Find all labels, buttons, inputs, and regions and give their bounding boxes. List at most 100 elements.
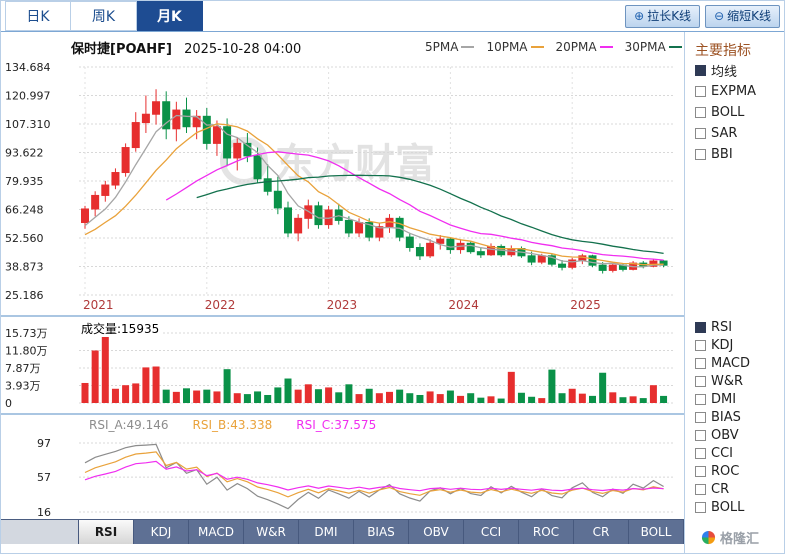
sub-indicator-boll-checkbox[interactable] [695, 501, 706, 513]
volume-label: 成交量:15935 [79, 320, 162, 337]
rsi-value-2: RSI_C:37.575 [296, 418, 377, 432]
bottom-strip [1, 544, 684, 553]
bottom-tab-wr[interactable]: W&R [244, 520, 299, 544]
tab-monthly-k[interactable]: 月K [137, 1, 203, 31]
bottom-tab-obv[interactable]: OBV [409, 520, 464, 544]
sub-indicator-roc[interactable]: ROC [695, 462, 783, 480]
bottom-tab-macd[interactable]: MACD [189, 520, 244, 544]
main-indicator-boll-label: BOLL [711, 105, 745, 120]
svg-text:3.93万: 3.93万 [5, 380, 41, 393]
panel-splitter[interactable] [1, 413, 684, 415]
svg-text:2024: 2024 [448, 298, 479, 312]
svg-text:7.87万: 7.87万 [5, 362, 41, 375]
sub-indicator-kdj-checkbox[interactable] [695, 339, 706, 351]
tab-weekly-k[interactable]: 周K [71, 1, 137, 31]
bottom-tabs-corner [1, 520, 79, 544]
bottom-tab-cci[interactable]: CCI [464, 520, 519, 544]
svg-text:2022: 2022 [205, 298, 236, 312]
sub-indicator-cci-checkbox[interactable] [695, 447, 706, 459]
bottom-tab-bias[interactable]: BIAS [354, 520, 409, 544]
legend-20pma: 20PMA [556, 40, 613, 54]
sub-indicator-wr-checkbox[interactable] [695, 375, 706, 387]
main-indicator-expma[interactable]: EXPMA [695, 81, 783, 102]
main-indicator-ma[interactable]: 均线 [695, 60, 783, 81]
tab-daily-k[interactable]: 日K [5, 1, 71, 31]
svg-text:107.310: 107.310 [5, 118, 51, 131]
main-indicator-boll-checkbox[interactable] [695, 107, 706, 118]
sub-indicator-obv-checkbox[interactable] [695, 429, 706, 441]
sub-indicator-rsi-checkbox[interactable] [695, 321, 706, 333]
svg-text:66.248: 66.248 [5, 203, 44, 216]
sub-indicator-wr[interactable]: W&R [695, 372, 783, 390]
sub-indicator-rsi[interactable]: RSI [695, 318, 783, 336]
sub-indicator-bias-checkbox[interactable] [695, 411, 706, 423]
svg-text:11.80万: 11.80万 [5, 344, 48, 357]
svg-text:38.873: 38.873 [5, 261, 44, 274]
main-gridlines: 134.684 120.997 107.310 93.622 79.935 66.248 5… [5, 61, 675, 312]
gelonghui-logo-icon [701, 530, 716, 545]
sub-indicator-dmi[interactable]: DMI [695, 390, 783, 408]
bottom-tab-dmi[interactable]: DMI [299, 520, 354, 544]
sub-indicator-macd[interactable]: MACD [695, 354, 783, 372]
shrink-kline-button[interactable]: ⊖ 缩短K线 [705, 5, 780, 28]
sub-indicator-macd-checkbox[interactable] [695, 357, 706, 369]
stretch-kline-button-label: 拉长K线 [647, 9, 692, 23]
legend-color-dash [599, 46, 613, 48]
sub-indicator-dmi-checkbox[interactable] [695, 393, 706, 405]
sub-indicator-roc-checkbox[interactable] [695, 465, 706, 477]
panel-splitter[interactable] [1, 315, 684, 317]
main-candlestick-chart[interactable]: 东方财富134.684120.997107.31093.62279.93566.… [1, 57, 684, 315]
sub-indicator-obv[interactable]: OBV [695, 426, 783, 444]
rsi-value-0: RSI_A:49.146 [89, 418, 169, 432]
sub-indicator-wr-label: W&R [711, 373, 744, 389]
sub-indicator-cci[interactable]: CCI [695, 444, 783, 462]
stretch-kline-icon: ⊕ [634, 9, 645, 23]
sub-indicator-kdj[interactable]: KDJ [695, 336, 783, 354]
legend-label: 20PMA [555, 40, 597, 54]
svg-text:52.560: 52.560 [5, 232, 44, 245]
ma-line-10pma [84, 123, 664, 266]
sub-indicator-bias[interactable]: BIAS [695, 408, 783, 426]
svg-text:2023: 2023 [327, 298, 358, 312]
svg-text:93.622: 93.622 [5, 147, 44, 160]
shrink-kline-button-label: 缩短K线 [727, 9, 771, 23]
volume-bars-layer [81, 333, 668, 403]
main-indicator-boll[interactable]: BOLL [695, 102, 783, 123]
rsi-lines-layer [84, 443, 664, 510]
stretch-kline-button[interactable]: ⊕ 拉长K线 [625, 5, 701, 28]
main-indicator-bbi-checkbox[interactable] [695, 149, 706, 160]
legend-label: 30PMA [624, 40, 666, 54]
sub-indicator-cr[interactable]: CR [695, 480, 783, 498]
legend-color-dash [668, 46, 682, 48]
sub-indicator-boll[interactable]: BOLL [695, 498, 783, 516]
rsi-value-1: RSI_B:43.338 [192, 418, 273, 432]
svg-text:134.684: 134.684 [5, 61, 51, 74]
bottom-tab-cr[interactable]: CR [574, 520, 629, 544]
indicator-tabs-bar: RSI KDJ MACD W&R DMI BIAS OBV CCI ROC CR BOLL [1, 519, 684, 544]
main-indicator-sar[interactable]: SAR [695, 123, 783, 144]
svg-text:97: 97 [37, 437, 51, 450]
svg-text:2025: 2025 [570, 298, 601, 312]
legend-color-dash [461, 46, 475, 48]
sub-indicator-rsi-label: RSI [711, 319, 733, 335]
sub-indicator-cr-label: CR [711, 481, 730, 497]
bottom-tab-boll[interactable]: BOLL [629, 520, 684, 544]
volume-chart[interactable]: 15.73万 11.80万 7.87万 3.93万 0 [1, 317, 684, 413]
main-indicator-ma-checkbox[interactable] [695, 65, 706, 76]
sub-indicator-macd-label: MACD [711, 355, 750, 371]
legend-color-dash [530, 46, 544, 48]
ma-line-20pma [165, 151, 664, 261]
svg-text:25.186: 25.186 [5, 289, 44, 302]
sub-indicator-cr-checkbox[interactable] [695, 483, 706, 495]
rsi-chart[interactable]: 97 57 16 [1, 415, 684, 519]
legend-label: 10PMA [486, 40, 528, 54]
sidebar-title: 主要指标 [695, 43, 751, 59]
main-indicator-expma-checkbox[interactable] [695, 86, 706, 97]
main-indicator-sar-checkbox[interactable] [695, 128, 706, 139]
main-indicator-expma-label: EXPMA [711, 84, 757, 99]
main-indicator-bbi[interactable]: BBI [695, 144, 783, 165]
bottom-tab-rsi[interactable]: RSI [79, 520, 134, 544]
bottom-tab-kdj[interactable]: KDJ [134, 520, 189, 544]
chart-column: 保时捷[POAHF] 2025-10-28 04:00 5PMA 10PMA 20P… [1, 32, 684, 553]
bottom-tab-roc[interactable]: ROC [519, 520, 574, 544]
